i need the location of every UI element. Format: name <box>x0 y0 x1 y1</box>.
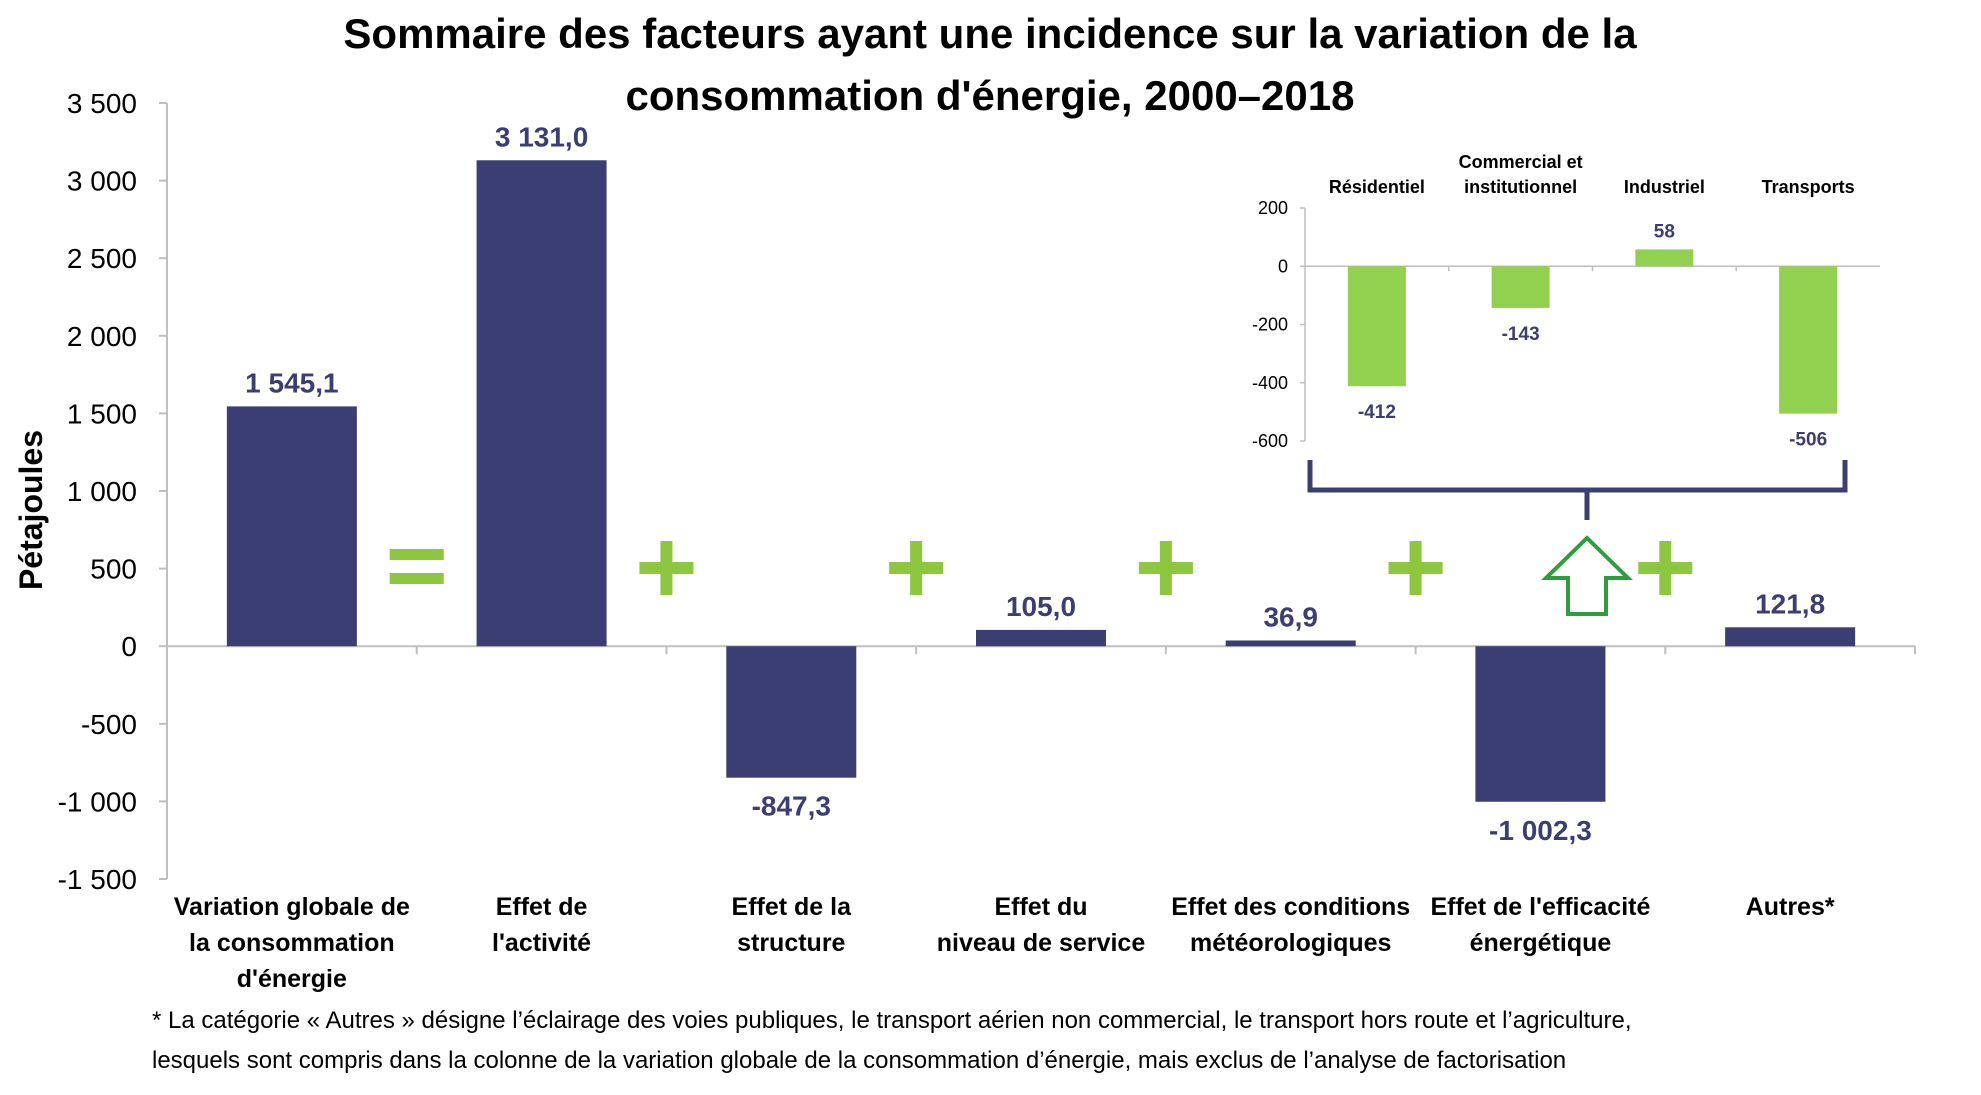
inset-y-tick-label: 200 <box>1258 198 1288 218</box>
plus-sign <box>1409 541 1422 595</box>
bar <box>726 646 857 778</box>
inset-category-label: Commercial et <box>1459 152 1583 172</box>
bar <box>976 629 1106 647</box>
inset-bar <box>1635 249 1694 267</box>
plus-sign <box>1659 541 1672 595</box>
plus-sign <box>660 541 673 595</box>
inset-category-label: Industriel <box>1624 177 1705 197</box>
category-label: l'activité <box>492 929 591 957</box>
main-category-labels: Variation globale de la consommation d'éne… <box>174 893 1835 993</box>
equals-sign <box>389 549 444 560</box>
y-tick-label: 3 500 <box>67 88 137 119</box>
y-tick-label: -1 500 <box>58 864 137 895</box>
y-tick-label: 2 000 <box>67 321 137 352</box>
bar <box>476 160 607 647</box>
category-label: structure <box>737 929 845 957</box>
bar <box>226 406 357 647</box>
data-label: -1 002,3 <box>1489 815 1592 846</box>
up-arrow-icon <box>1541 535 1633 616</box>
inset-bars <box>1347 249 1838 414</box>
operators <box>389 541 1693 595</box>
y-axis-label: Pétajoules <box>13 430 49 590</box>
bar <box>1225 640 1356 647</box>
bar <box>1725 627 1856 647</box>
inset-category-label: Transports <box>1762 177 1855 197</box>
y-tick-label: 0 <box>121 631 137 662</box>
main-data-labels: 1 545,1 3 131,0 -847,3 105,0 36,9 -1 002,3 121… <box>245 121 1825 845</box>
chart-title-line-2: consommation d'énergie, 2000–2018 <box>626 72 1355 119</box>
inset-y-tick-label: -600 <box>1252 431 1288 451</box>
equals-sign <box>389 573 444 584</box>
data-label: 36,9 <box>1263 601 1318 632</box>
category-label: Effet des conditions <box>1171 893 1410 921</box>
category-label: niveau de service <box>937 929 1146 957</box>
plus-sign <box>1159 541 1172 595</box>
inset-data-label: -506 <box>1789 430 1827 451</box>
data-label: 121,8 <box>1755 588 1825 619</box>
y-tick-label: 3 000 <box>67 166 137 197</box>
category-label: Effet du <box>994 893 1087 921</box>
y-tick-label: 1 000 <box>67 476 137 507</box>
inset-y-tick-label: 0 <box>1278 256 1288 276</box>
inset-data-label: 58 <box>1654 221 1675 242</box>
bar <box>1475 646 1606 802</box>
category-label: Autres* <box>1746 893 1835 921</box>
data-label: 3 131,0 <box>495 121 588 152</box>
inset-chart: 200 0 -200 -400 -600 -412 -143 58 -506 Résident… <box>1252 152 1880 451</box>
y-tick-label: 500 <box>90 554 137 585</box>
category-label: énergétique <box>1470 929 1612 957</box>
chart-title: Sommaire des facteurs ayant une incidenc… <box>343 10 1637 119</box>
main-axes: 3 500 3 000 2 500 2 000 1 500 1 000 500 0 -500 -1… <box>58 88 1916 895</box>
data-label: -847,3 <box>752 791 831 822</box>
inset-y-tick-label: -400 <box>1252 373 1288 393</box>
main-bars <box>226 160 1856 802</box>
data-label: 1 545,1 <box>245 367 338 398</box>
category-label: Effet de <box>496 893 588 921</box>
chart-title-line-1: Sommaire des facteurs ayant une incidenc… <box>343 10 1637 57</box>
y-tick-label: -1 000 <box>58 786 137 817</box>
footnote-line-1: * La catégorie « Autres » désigne l’écla… <box>152 1007 1631 1034</box>
inset-category-label: institutionnel <box>1464 177 1577 197</box>
category-label: d'énergie <box>237 965 347 993</box>
y-tick-label: 2 500 <box>67 243 137 274</box>
inset-bar <box>1347 266 1406 387</box>
bracket-line <box>1307 460 1848 520</box>
inset-data-labels: -412 -143 58 -506 <box>1358 221 1827 450</box>
category-label: Effet de l'efficacité <box>1430 893 1650 921</box>
category-label: Variation globale de <box>174 893 410 921</box>
y-tick-label: -500 <box>81 709 137 740</box>
data-label: 105,0 <box>1006 591 1076 622</box>
footnote: * La catégorie « Autres » désigne l’écla… <box>152 1007 1631 1074</box>
inset-category-label: Résidentiel <box>1329 177 1425 197</box>
y-tick-label: 1 500 <box>67 398 137 429</box>
inset-bar <box>1779 266 1838 414</box>
plus-sign <box>910 541 923 595</box>
footnote-line-2: lesquels sont compris dans la colonne de… <box>152 1047 1566 1074</box>
category-label: la consommation <box>189 929 395 957</box>
inset-category-labels: Résidentiel Commercial et institutionnel In… <box>1329 152 1855 197</box>
bracket <box>1307 460 1848 520</box>
inset-bar <box>1491 266 1550 308</box>
inset-data-label: -143 <box>1502 324 1540 345</box>
inset-y-tick-label: -200 <box>1252 315 1288 335</box>
category-label: météorologiques <box>1190 929 1391 957</box>
category-label: Effet de la <box>732 893 853 921</box>
inset-data-label: -412 <box>1358 402 1396 423</box>
